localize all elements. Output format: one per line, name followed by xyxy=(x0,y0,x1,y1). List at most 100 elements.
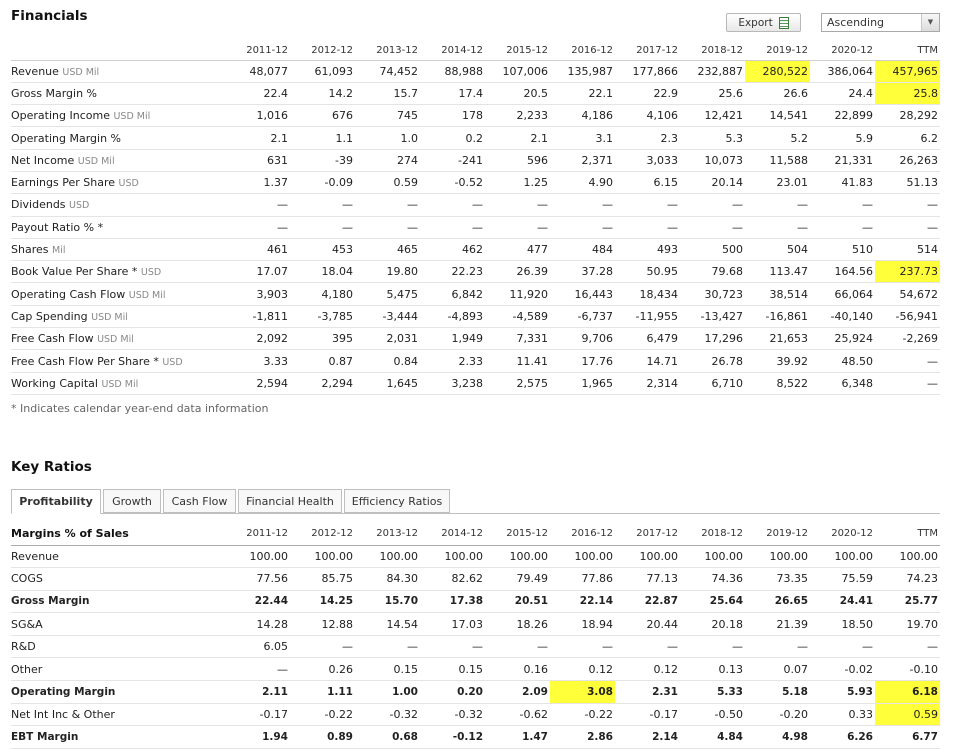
cell-value: 100.00 xyxy=(355,545,420,569)
financials-header-row: 2011-12 2012-12 2013-12 2014-12 2015-12 2016-… xyxy=(11,38,940,61)
table-row: Operating Income USD Mil 1,016 676 745 178 2,… xyxy=(11,104,940,128)
row-unit: USD Mil xyxy=(128,289,166,301)
cell-value: 18.26 xyxy=(485,612,550,636)
row-unit: USD Mil xyxy=(113,111,151,123)
cell-value: 2.1 xyxy=(485,126,550,150)
cell-value: 631 xyxy=(225,149,290,172)
cell-value: — xyxy=(420,193,485,217)
cell-value: 77.56 xyxy=(225,567,290,591)
cell-value: 596 xyxy=(485,149,550,172)
cell-value: 22.9 xyxy=(615,82,680,106)
cell-value: -6,737 xyxy=(550,305,615,329)
tab-profitability[interactable]: Profitability xyxy=(11,489,101,514)
tab-cash-flow[interactable]: Cash Flow xyxy=(163,489,236,513)
table-row: Free Cash Flow USD Mil 2,092 395 2,031 1,949… xyxy=(11,327,940,351)
sort-order-select[interactable]: Ascending ▼ xyxy=(821,13,940,32)
cell-value: 232,887 xyxy=(680,60,745,83)
cell-value: 3,033 xyxy=(615,149,680,172)
cell-value: 6.05 xyxy=(225,635,290,659)
key-ratios-tabs: Profitability Growth Cash Flow Financial… xyxy=(11,489,940,514)
cell-value: 25,924 xyxy=(810,327,875,351)
cell-value: 461 xyxy=(225,238,290,262)
cell-value: 113.47 xyxy=(745,260,810,284)
row-unit: USD Mil xyxy=(97,334,134,346)
cell-value: 22,899 xyxy=(810,104,875,128)
cell-value: 26.6 xyxy=(745,82,810,106)
cell-value: — xyxy=(810,193,875,217)
cell-value: 2.86 xyxy=(550,725,615,749)
cell-value: — xyxy=(680,193,745,217)
cell-value: 21.39 xyxy=(745,612,810,636)
cell-value: 2,314 xyxy=(615,372,680,395)
cell-value: -0.22 xyxy=(550,703,615,727)
column-header: 2012-12 xyxy=(290,523,355,546)
column-header: 2013-12 xyxy=(355,38,420,61)
cell-value: -11,955 xyxy=(615,305,680,329)
cell-value: — xyxy=(810,216,875,239)
cell-value: 85.75 xyxy=(290,567,355,591)
row-label-header xyxy=(11,38,225,61)
column-header: TTM xyxy=(875,38,940,61)
cell-value: 1.25 xyxy=(485,171,550,195)
table-row: Gross Margin % 22.4 14.2 15.7 17.4 20.5 22.1 22… xyxy=(11,82,940,106)
cell-value: — xyxy=(355,216,420,239)
cell-value: 493 xyxy=(615,238,680,262)
cell-value: 1,016 xyxy=(225,104,290,128)
row-unit: USD Mil xyxy=(62,66,100,78)
cell-value: 54,672 xyxy=(875,282,940,306)
row-unit: USD Mil xyxy=(77,155,115,167)
cell-value: -40,140 xyxy=(810,305,875,329)
margins-header-row: Margins % of Sales 2011-12 2012-12 2013-12… xyxy=(11,523,940,546)
cell-value: 26.78 xyxy=(680,349,745,373)
row-label-text: Operating Margin % xyxy=(11,131,122,145)
cell-value: 12.88 xyxy=(290,612,355,636)
cell-value: 82.62 xyxy=(420,567,485,591)
cell-value: 2.14 xyxy=(615,725,680,749)
column-header: 2016-12 xyxy=(550,523,615,546)
cell-value: -0.10 xyxy=(875,657,940,682)
cell-value: 23.01 xyxy=(745,171,810,195)
cell-value: — xyxy=(355,635,420,659)
cell-value: 18.04 xyxy=(290,260,355,284)
cell-value: — xyxy=(875,349,940,373)
table-row: Cap Spending USD Mil -1,811 -3,785 -3,444 -4… xyxy=(11,305,940,329)
cell-value: 178 xyxy=(420,104,485,128)
cell-value: 25.64 xyxy=(680,590,745,614)
table-row: Payout Ratio % * — — — — — — — — — — — xyxy=(11,216,940,239)
column-header: 2017-12 xyxy=(615,523,680,546)
cell-value: -16,861 xyxy=(745,305,810,329)
tab-financial-health[interactable]: Financial Health xyxy=(238,489,342,513)
cell-value: 74.36 xyxy=(680,567,745,591)
cell-value: 2.3 xyxy=(615,126,680,150)
column-header: 2017-12 xyxy=(615,38,680,61)
cell-value: -241 xyxy=(420,149,485,172)
dropdown-arrow-icon[interactable]: ▼ xyxy=(921,14,939,31)
cell-value: 79.49 xyxy=(485,567,550,591)
cell-value: — xyxy=(290,216,355,239)
cell-value: 1,949 xyxy=(420,327,485,351)
cell-value: 18.50 xyxy=(810,612,875,636)
cell-value: 5.18 xyxy=(745,680,810,704)
cell-value: 18,434 xyxy=(615,282,680,306)
table-row: Revenue USD Mil 48,077 61,093 74,452 88,988 1… xyxy=(11,60,940,83)
tab-growth[interactable]: Growth xyxy=(103,489,161,513)
cell-value: -0.09 xyxy=(290,171,355,195)
cell-value: -0.17 xyxy=(225,703,290,727)
row-label: COGS xyxy=(11,567,225,591)
cell-value: 79.68 xyxy=(680,260,745,284)
cell-value: 100.00 xyxy=(745,545,810,569)
cell-value: 17.07 xyxy=(225,260,290,284)
row-label: Book Value Per Share * USD xyxy=(11,260,225,284)
cell-value: 20.5 xyxy=(485,82,550,106)
cell-value: 66,064 xyxy=(810,282,875,306)
export-button[interactable]: Export xyxy=(726,13,801,32)
cell-value: 0.59 xyxy=(875,703,940,727)
cell-value: 26.39 xyxy=(485,260,550,284)
table-row: SG&A 14.28 12.88 14.54 17.03 18.26 18.94 20.44 2… xyxy=(11,612,940,636)
tab-efficiency-ratios[interactable]: Efficiency Ratios xyxy=(344,489,450,513)
cell-value: 395 xyxy=(290,327,355,351)
cell-value: — xyxy=(485,216,550,239)
row-label: Payout Ratio % * xyxy=(11,216,225,239)
table-row: Operating Cash Flow USD Mil 3,903 4,180 5,4… xyxy=(11,282,940,306)
table-row: Earnings Per Share USD 1.37 -0.09 0.59 -0.52… xyxy=(11,171,940,195)
